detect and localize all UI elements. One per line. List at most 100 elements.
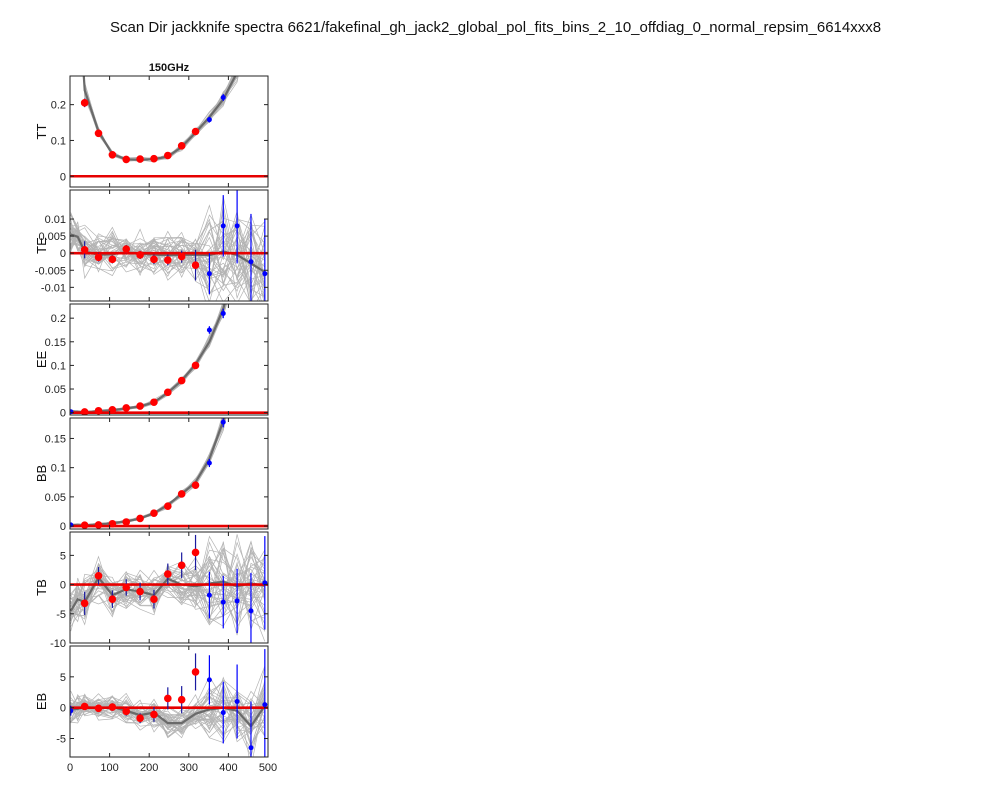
sim-line [70,682,265,724]
sim-line [83,76,235,161]
data-point [220,94,226,100]
data-point [220,310,226,316]
sim-line [70,562,265,636]
sim-line [83,76,238,160]
sim-line [70,228,266,279]
data-point [206,677,212,683]
sim-realizations [70,418,227,528]
sim-line [70,541,266,621]
data-point [108,255,117,264]
sim-line [70,418,223,527]
sim-line [70,237,266,284]
y-tick-label: -10 [50,638,66,650]
axes-frame [69,75,269,188]
data-point [136,402,144,410]
data-point [206,117,212,123]
panel-title: 150GHz [149,62,190,74]
axes-frame [69,531,269,644]
panel-tt: 0 0.1 0.2TT 150GHz [34,62,269,188]
data-point [80,599,89,608]
panel-bb: 0 0.05 0.1 0.15 BB [34,417,269,533]
sim-line [70,228,266,295]
sim-line [70,196,266,291]
y-tick-label: 0.2 [51,100,66,112]
sim-line [70,418,227,527]
y-tick-label: 0 [60,521,66,533]
sim-line [70,219,266,293]
data-point [80,408,89,415]
y-axis-label: EB [34,693,49,710]
data-point [262,702,268,708]
panel-te: -0.01 -0.005 0 0.005 0.01 TE [34,189,269,302]
sim-line [70,418,225,526]
data-point [150,710,158,719]
data-point [164,256,172,264]
data-point [177,252,186,261]
data-point [136,514,144,523]
y-tick-label: 0.1 [51,135,66,147]
data-point [136,714,144,722]
sim-line [70,221,265,286]
sim-line [83,76,238,161]
sim-line [83,76,237,161]
sim-line [83,76,237,159]
y-tick-label: 0.15 [45,337,66,349]
data-point [80,702,89,711]
sim-line [70,686,265,726]
y-tick-label: 0 [60,248,66,260]
data-point [70,708,74,714]
data-point [94,129,103,138]
y-tick-label: 0 [60,580,66,592]
sim-line [70,418,226,526]
figure-title: Scan Dir jackknife spectra 6621/fakefina… [110,19,882,36]
sim-line [83,76,238,161]
y-tick-label: 0 [60,408,66,420]
sim-realizations [83,76,239,163]
sim-line [83,76,237,159]
data-point [122,155,131,164]
sim-line [70,418,225,526]
sim-line [83,76,235,161]
data-point [122,707,131,716]
data-point [234,598,240,604]
axes-frame [69,189,269,302]
sim-line [70,665,266,734]
plot-area-tt [70,76,268,178]
data-point [220,599,226,605]
sim-line [70,418,225,526]
x-tick-label: 500 [259,762,277,774]
sim-line [83,76,234,162]
plot-area-eb [70,649,268,757]
data-point [164,694,172,703]
data-point [108,406,117,414]
y-tick-label: 0 [60,171,66,183]
data-point [108,595,117,603]
data-point [94,572,103,580]
sim-line [83,76,238,160]
sim-line [70,418,225,526]
sim-line [70,535,266,610]
y-tick-label: 0 [60,703,66,715]
data-point [122,518,131,526]
sim-line [83,76,234,162]
y-tick-label: -5 [56,734,66,746]
data-point [164,502,172,511]
data-point [94,704,103,713]
sim-line [70,304,227,413]
sim-line [83,76,238,161]
panel-ee: 0 0.05 0.1 0.15 0.2 EE [34,303,269,420]
sim-line [83,76,235,162]
sim-line [70,228,265,269]
data-point [150,595,158,603]
data-point [220,223,226,229]
plot-area-ee [70,304,268,415]
sim-line [70,699,266,738]
sim-mean-line [82,76,237,161]
sim-line [83,76,235,160]
y-tick-label: 0.01 [45,214,66,226]
sim-line [83,76,237,161]
sim-line [70,418,226,527]
data-point [206,460,212,466]
data-point [94,253,103,262]
